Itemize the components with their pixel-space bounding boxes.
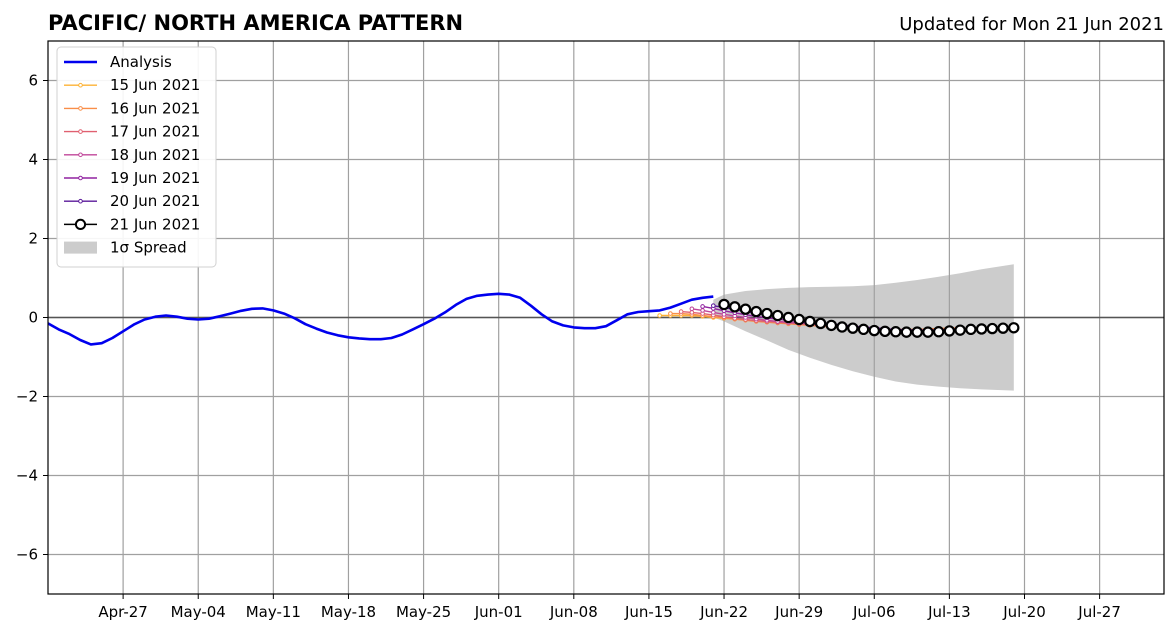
y-tick-label: 2 xyxy=(28,230,38,248)
legend: Analysis 15 Jun 2021 16 Jun 2021 17 Jun 202… xyxy=(56,46,217,268)
forecast-point xyxy=(965,323,977,336)
chart-subtitle: Updated for Mon 21 Jun 2021 xyxy=(899,14,1164,35)
forecast-point xyxy=(879,325,891,338)
forecast-point xyxy=(729,301,741,313)
legend-label: 20 Jun 2021 xyxy=(110,192,200,210)
forecast-point xyxy=(986,322,999,335)
legend-entry: 17 Jun 2021 xyxy=(64,123,200,141)
y-tick-label: 4 xyxy=(28,151,38,169)
forecast-point xyxy=(825,319,838,332)
legend-label: 19 Jun 2021 xyxy=(110,169,200,187)
forecast-point xyxy=(782,311,795,324)
forecast-point xyxy=(814,317,827,330)
x-tick-label: Jul-13 xyxy=(927,603,971,621)
forecast-point xyxy=(657,313,662,318)
forecast-point xyxy=(718,298,730,311)
x-tick-label: Jul-27 xyxy=(1077,603,1121,621)
y-tick-label: −4 xyxy=(16,467,38,485)
forecast-point xyxy=(771,309,784,322)
legend-swatch-marker xyxy=(78,198,83,204)
forecast-series xyxy=(718,298,1020,338)
forecast-point xyxy=(750,305,762,318)
analysis-line xyxy=(48,292,714,346)
legend-entry: Analysis xyxy=(64,53,172,71)
legend-entry: 15 Jun 2021 xyxy=(64,76,200,94)
forecast-point xyxy=(943,325,956,337)
x-tick-label: Apr-27 xyxy=(98,603,148,621)
x-tick-label: May-04 xyxy=(171,603,226,621)
forecast-point xyxy=(900,326,913,338)
legend-swatch-marker xyxy=(78,82,83,88)
chart-title: PACIFIC/ NORTH AMERICA PATTERN xyxy=(48,11,463,35)
x-tick-label: Jun-08 xyxy=(549,603,598,621)
legend-entry: 1σ Spread xyxy=(64,239,187,257)
legend-label: 15 Jun 2021 xyxy=(110,76,200,94)
x-tick-label: Jun-29 xyxy=(774,603,823,621)
forecast-point xyxy=(711,310,716,315)
legend-entry: 21 Jun 2021 xyxy=(64,215,200,233)
forecast-point xyxy=(804,315,816,328)
legend-label: 18 Jun 2021 xyxy=(110,146,200,164)
legend-label: 21 Jun 2021 xyxy=(110,215,200,233)
forecast-point xyxy=(1008,322,1020,334)
x-tick-label: May-18 xyxy=(321,603,376,621)
x-tick-label: May-25 xyxy=(396,603,451,621)
forecast-point xyxy=(922,326,934,338)
forecast-point xyxy=(911,326,923,338)
legend-swatch-marker xyxy=(78,175,83,181)
forecast-point xyxy=(975,323,988,335)
forecast-point xyxy=(793,313,805,326)
forecast-point xyxy=(700,304,705,309)
forecast-point xyxy=(954,324,966,336)
plot-frame xyxy=(47,40,1165,595)
legend-swatch-marker xyxy=(78,129,83,134)
legend-swatch-marker xyxy=(78,152,83,158)
y-tick-label: −6 xyxy=(16,546,38,564)
legend-label: 16 Jun 2021 xyxy=(110,99,200,117)
legend-label: 17 Jun 2021 xyxy=(110,123,200,141)
y-tick-label: 6 xyxy=(28,72,38,90)
forecast-point xyxy=(847,322,859,334)
legend-swatch-patch xyxy=(64,241,97,254)
x-tick-label: Jun-22 xyxy=(699,603,748,621)
forecast-point xyxy=(857,323,870,336)
x-tick-label: Jul-20 xyxy=(1002,603,1046,621)
forecast-point xyxy=(711,303,716,308)
legend-entry: 16 Jun 2021 xyxy=(64,99,200,117)
legend-entry: 19 Jun 2021 xyxy=(64,169,200,187)
legend-label: 1σ Spread xyxy=(110,239,187,257)
forecast-point xyxy=(997,322,1009,334)
x-tick-label: Jul-06 xyxy=(852,603,896,621)
forecast-point xyxy=(868,324,880,337)
forecast-point xyxy=(890,326,902,338)
forecast-point xyxy=(678,309,684,314)
x-tick-label: Jun-15 xyxy=(624,603,673,621)
x-tick-label: May-11 xyxy=(246,603,301,621)
y-tick-label: 0 xyxy=(28,309,38,327)
x-tick-label: Jun-01 xyxy=(474,603,523,621)
forecast-point xyxy=(700,308,705,313)
forecast-point xyxy=(739,303,752,315)
forecast-point xyxy=(761,307,773,320)
y-tick-label: −2 xyxy=(16,388,38,406)
legend-entry: 18 Jun 2021 xyxy=(64,146,200,164)
forecast-point xyxy=(668,311,673,316)
legend-entry: 20 Jun 2021 xyxy=(64,192,200,210)
legend-swatch-marker xyxy=(78,106,83,111)
forecast-point xyxy=(932,326,945,338)
legend-label: Analysis xyxy=(110,53,172,71)
legend-swatch-marker xyxy=(74,218,87,230)
forecast-point xyxy=(689,306,695,312)
legend-box xyxy=(56,46,217,268)
forecast-point xyxy=(836,321,848,333)
